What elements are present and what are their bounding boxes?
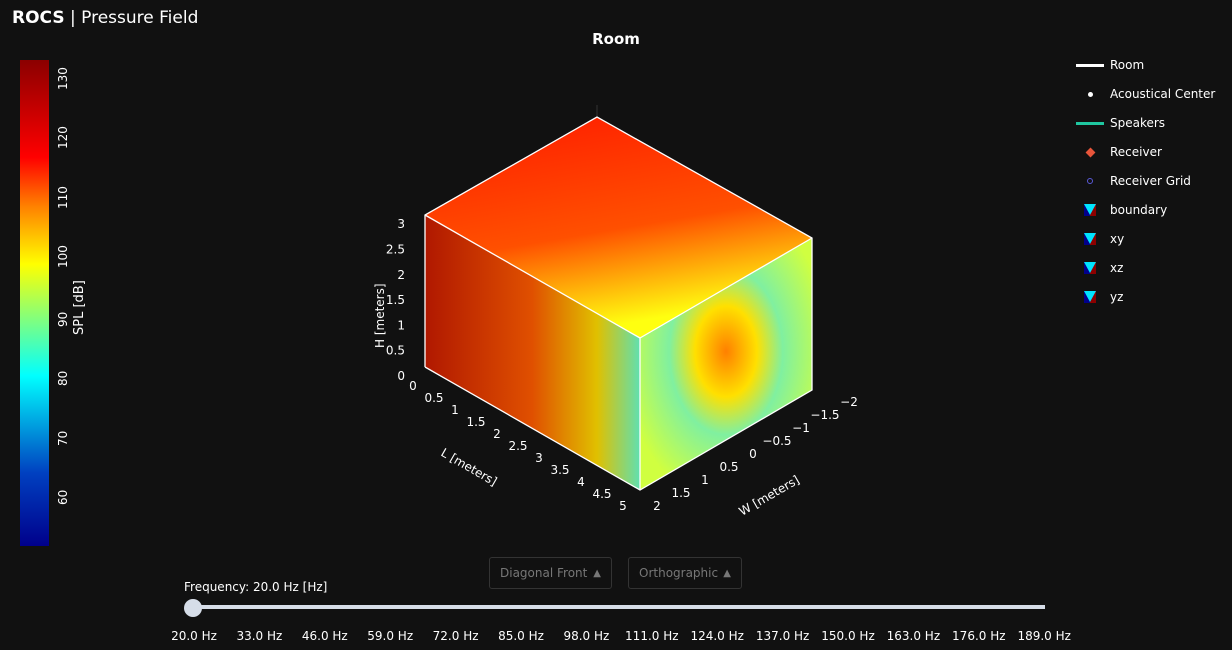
projection-dropdown-label: Orthographic (639, 566, 719, 580)
legend-item[interactable]: Acoustical Center (1075, 86, 1215, 102)
view-dropdown[interactable]: Diagonal Front ▲ (489, 557, 612, 589)
dropdown-arrow-icon: ▲ (723, 567, 731, 579)
room-side-face (640, 238, 812, 490)
view-dropdown-label: Diagonal Front (500, 566, 588, 580)
legend-label: Acoustical Center (1110, 87, 1216, 101)
l-axis-title: L [meters] (439, 445, 500, 488)
room-top-face (425, 117, 812, 338)
slider-tick-label[interactable]: 20.0 Hz (171, 629, 217, 643)
legend-label: xz (1110, 261, 1124, 275)
legend-line-icon (1075, 121, 1105, 125)
slider-tick-label[interactable]: 150.0 Hz (821, 629, 875, 643)
legend-label: boundary (1110, 203, 1168, 217)
axis-tick: 1.5 (671, 486, 690, 500)
frequency-slider-thumb[interactable] (184, 599, 202, 617)
legend-label: xy (1110, 232, 1125, 246)
slider-tick-label[interactable]: 189.0 Hz (1017, 629, 1071, 643)
axis-tick: 5 (619, 499, 627, 513)
axis-tick: 0.5 (424, 391, 443, 405)
w-axis-title: W [meters] (737, 473, 802, 519)
room-front-face (425, 215, 640, 490)
legend-triangle-icon (1075, 291, 1105, 303)
legend-item[interactable]: Receiver Grid (1075, 173, 1191, 189)
slider-tick-label[interactable]: 46.0 Hz (301, 629, 348, 643)
brand: ROCS (12, 8, 65, 28)
axis-tick: −1 (792, 421, 810, 435)
legend-item[interactable]: Speakers (1075, 115, 1165, 131)
slider-tick-label[interactable]: 124.0 Hz (690, 629, 744, 643)
axis-tick: 0 (397, 369, 405, 383)
axis-tick: 3 (397, 217, 405, 231)
legend-item[interactable]: xz (1075, 260, 1123, 276)
slider-tick-label[interactable]: 137.0 Hz (755, 629, 810, 643)
axis-tick: 0.5 (719, 460, 738, 474)
axis-tick: 2 (397, 268, 405, 282)
axis-tick: 2 (653, 499, 661, 513)
slider-tick-label[interactable]: 98.0 Hz (563, 629, 610, 643)
slider-tick-label[interactable]: 176.0 Hz (952, 629, 1006, 643)
axis-tick: −1.5 (810, 408, 839, 422)
frequency-label: Frequency: 20.0 Hz [Hz] (184, 580, 328, 594)
slider-tick-label[interactable]: 111.0 Hz (625, 629, 679, 643)
legend-label: Receiver (1110, 145, 1162, 159)
axis-tick: 2.5 (386, 243, 405, 257)
legend-dot-icon (1075, 91, 1105, 97)
legend-diamond-icon (1075, 147, 1105, 157)
legend-item[interactable]: Room (1075, 57, 1144, 73)
frequency-slider-track[interactable] (193, 605, 1045, 609)
legend-triangle-icon (1075, 204, 1105, 216)
legend-label: Receiver Grid (1110, 174, 1191, 188)
legend-item[interactable]: xy (1075, 231, 1124, 247)
axis-tick: 0.5 (386, 344, 405, 358)
room-edges (424, 116, 813, 491)
axis-tick: 2 (493, 427, 501, 441)
slider-tick-label[interactable]: 85.0 Hz (498, 629, 544, 643)
legend-item[interactable]: boundary (1075, 202, 1167, 218)
legend-triangle-icon (1075, 233, 1105, 245)
legend-label: Speakers (1110, 116, 1166, 130)
legend-line-icon (1075, 63, 1105, 67)
axis-tick: 3.5 (550, 463, 569, 477)
axis-tick: 4 (577, 475, 585, 489)
axis-tick: 0 (749, 447, 757, 461)
axis-tick: 1.5 (386, 293, 405, 307)
legend-label: Room (1110, 58, 1145, 72)
axis-tick: 2.5 (508, 439, 527, 453)
slider-tick-label[interactable]: 163.0 Hz (886, 629, 941, 643)
legend-triangle-icon (1075, 262, 1105, 274)
separator: | (69, 8, 76, 28)
legend-item[interactable]: yz (1075, 289, 1123, 305)
axis-tick: 1 (397, 318, 405, 332)
h-axis-title: H [meters] (373, 283, 387, 348)
projection-dropdown[interactable]: Orthographic ▲ (628, 557, 742, 589)
page-subtitle: Pressure Field (81, 8, 199, 28)
app-title: ROCS | Pressure Field (12, 8, 198, 28)
legend-label: yz (1110, 290, 1124, 304)
legend-item[interactable]: Receiver (1075, 144, 1162, 160)
colorbar (20, 60, 49, 546)
axis-tick: 0 (409, 379, 417, 393)
plot-title: Room (592, 30, 640, 48)
legend-circle-open-icon (1075, 178, 1105, 184)
slider-tick-label[interactable]: 72.0 Hz (432, 629, 479, 643)
slider-tick-label[interactable]: 33.0 Hz (236, 629, 283, 643)
dropdown-arrow-icon: ▲ (593, 567, 601, 579)
slider-tick-label[interactable]: 59.0 Hz (367, 629, 414, 643)
axis-tick: −0.5 (762, 434, 791, 448)
axis-tick: 1 (701, 473, 709, 487)
axis-tick: −2 (840, 395, 858, 409)
axis-tick: 1 (451, 403, 459, 417)
axis-tick: 3 (535, 451, 543, 465)
axis-tick: 4.5 (592, 487, 611, 501)
axis-tick: 1.5 (466, 415, 485, 429)
